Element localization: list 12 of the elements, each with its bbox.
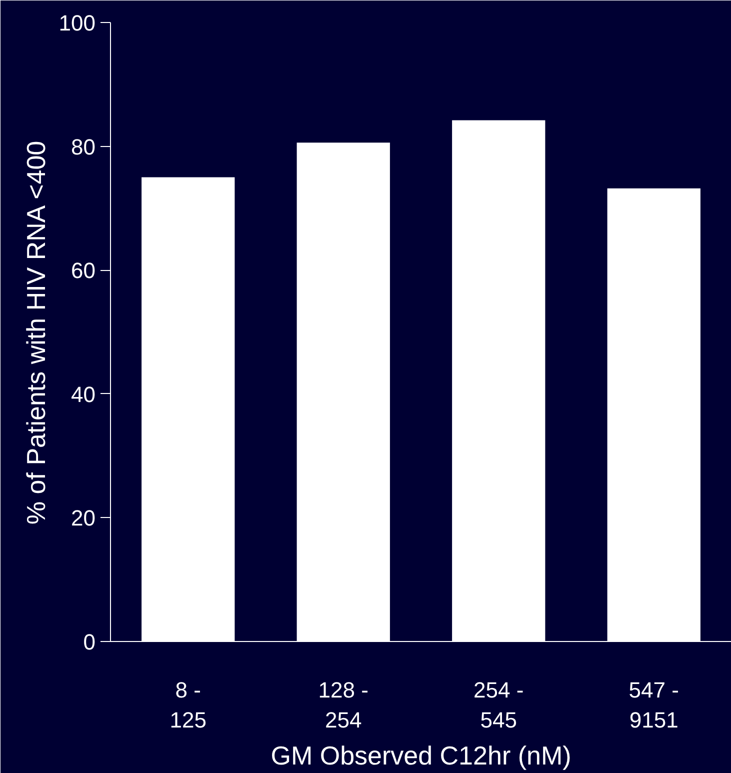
y-axis-title: % of Patients with HIV RNA <400	[20, 140, 51, 525]
x-tick-label: 8 - 125	[170, 678, 206, 732]
y-tick-label: 100	[58, 10, 96, 36]
x-tick-label: 547 - 9151	[628, 678, 679, 732]
y-tick-label: 0	[83, 630, 96, 654]
x-axis-title: GM Observed C12hr (nM)	[270, 740, 572, 770]
x-tick-label: 128 - 254	[318, 678, 368, 732]
y-tick-label: 80	[71, 134, 96, 160]
y-tick-label: 40	[71, 382, 96, 407]
y-tick-label: 60	[71, 258, 96, 284]
x-tick-label: 254 - 545	[474, 678, 524, 732]
y-tick-label: 20	[71, 506, 96, 531]
